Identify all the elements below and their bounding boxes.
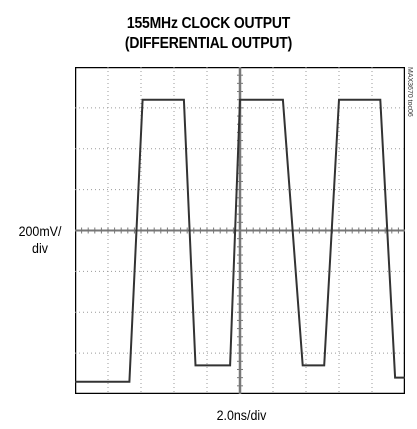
grid (75, 67, 405, 394)
x-axis-label: 2.0ns/div (216, 408, 267, 423)
chart-title: 155MHz CLOCK OUTPUT (126, 15, 291, 32)
signal-trace (75, 98, 405, 383)
y-axis-label: 200mV/ div (18, 224, 62, 256)
oscilloscope-plot (75, 67, 405, 394)
center-axes (75, 67, 405, 394)
figure-tag: MAX3670 toc06 (406, 67, 413, 117)
chart-subtitle: (DIFFERENTIAL OUTPUT) (124, 35, 293, 52)
